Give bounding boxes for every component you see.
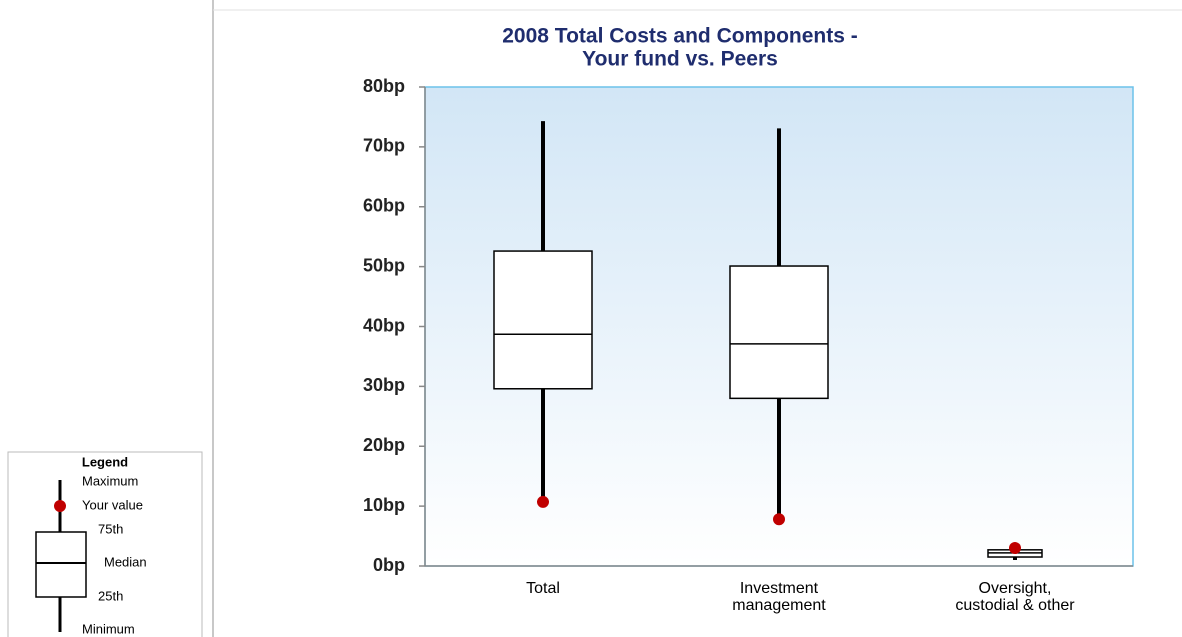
legend-label: 25th xyxy=(98,588,123,603)
y-tick-label: 30bp xyxy=(363,375,405,395)
y-tick-label: 60bp xyxy=(363,196,405,216)
x-tick-label: Oversight, custodial & other xyxy=(955,580,1075,614)
y-tick-label: 70bp xyxy=(363,136,405,156)
y-tick-label: 10bp xyxy=(363,495,405,515)
legend-glyph xyxy=(35,531,87,598)
chart-title: Your fund vs. Peers xyxy=(582,48,778,71)
legend-label: Maximum xyxy=(82,473,138,488)
legend-label: 75th xyxy=(98,521,123,536)
legend-label: Median xyxy=(104,554,147,569)
your-value-dot xyxy=(1009,542,1021,555)
x-tick-label: Total xyxy=(526,580,560,597)
legend-title: Legend xyxy=(82,454,128,469)
y-tick-label: 80bp xyxy=(363,76,405,96)
box xyxy=(729,265,829,400)
box xyxy=(493,250,593,390)
your-value-dot xyxy=(773,513,785,526)
legend-label: Minimum xyxy=(82,621,135,636)
chart-title: 2008 Total Costs and Components - xyxy=(502,25,858,48)
y-tick-label: 20bp xyxy=(363,435,405,455)
y-tick-label: 40bp xyxy=(363,315,405,335)
y-tick-label: 50bp xyxy=(363,255,405,275)
y-tick-label: 0bp xyxy=(373,555,405,575)
legend-label: Your value xyxy=(82,497,143,512)
your-value-dot xyxy=(537,495,549,508)
x-tick-label: Investment management xyxy=(732,580,826,614)
legend-glyph xyxy=(54,500,66,512)
